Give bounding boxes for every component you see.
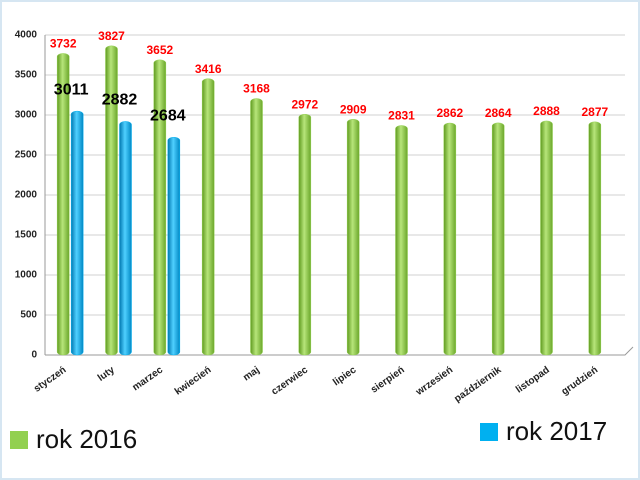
bar (119, 121, 132, 356)
x-tick-label: kwiecień (173, 365, 213, 398)
bar (491, 122, 505, 356)
bar (56, 53, 70, 356)
data-label: 2882 (102, 92, 138, 109)
bar (443, 122, 457, 356)
x-tick-label: lipiec (331, 364, 359, 388)
y-tick-label: 3500 (15, 70, 38, 81)
bar (70, 110, 84, 356)
data-label: 3827 (98, 29, 125, 43)
data-label: 2972 (291, 97, 318, 111)
y-tick-label: 2500 (15, 150, 38, 161)
data-label: 3652 (146, 43, 173, 57)
bar (298, 113, 312, 356)
data-label: 2864 (485, 106, 512, 120)
data-label: 2909 (340, 102, 367, 116)
bar (540, 120, 553, 356)
bar (395, 125, 408, 356)
x-tick-label: sierpień (369, 365, 407, 396)
y-tick-label: 0 (31, 350, 37, 361)
bar (201, 78, 215, 356)
y-tick-label: 4000 (15, 30, 38, 41)
x-tick-label: wrzesień (413, 365, 455, 399)
data-label: 3168 (243, 82, 270, 96)
x-tick-label: czerwiec (270, 364, 311, 397)
y-tick-label: 3000 (15, 110, 38, 121)
x-tick-label: luty (96, 364, 117, 383)
y-tick-label: 1000 (15, 270, 38, 281)
bar (588, 121, 602, 356)
x-tick-label: marzec (131, 364, 166, 393)
bar (105, 45, 118, 356)
legend-swatch (480, 423, 498, 441)
y-tick-label: 1500 (15, 230, 38, 241)
data-label: 2877 (581, 105, 608, 119)
x-tick-label: listopad (514, 365, 552, 396)
legend-label: rok 2016 (36, 424, 137, 454)
data-label: 2831 (388, 109, 415, 123)
x-tick-label: grudzień (560, 365, 600, 398)
data-label: 2888 (533, 104, 560, 118)
bar (346, 119, 360, 356)
floor (45, 346, 634, 356)
legend-swatch (10, 431, 28, 449)
data-label: 2684 (150, 107, 186, 124)
legend-label: rok 2017 (506, 416, 607, 446)
data-label: 3732 (50, 37, 77, 51)
x-tick-label: styczeń (32, 365, 68, 395)
bar (250, 98, 263, 356)
data-label: 3416 (195, 62, 222, 76)
bar (167, 137, 181, 356)
data-label: 3011 (54, 81, 89, 98)
bar (153, 59, 167, 356)
y-tick-label: 500 (20, 310, 37, 321)
x-tick-label: październik (452, 364, 503, 404)
x-tick-label: maj (241, 364, 262, 383)
data-label: 2862 (436, 106, 463, 120)
y-tick-label: 2000 (15, 190, 38, 201)
